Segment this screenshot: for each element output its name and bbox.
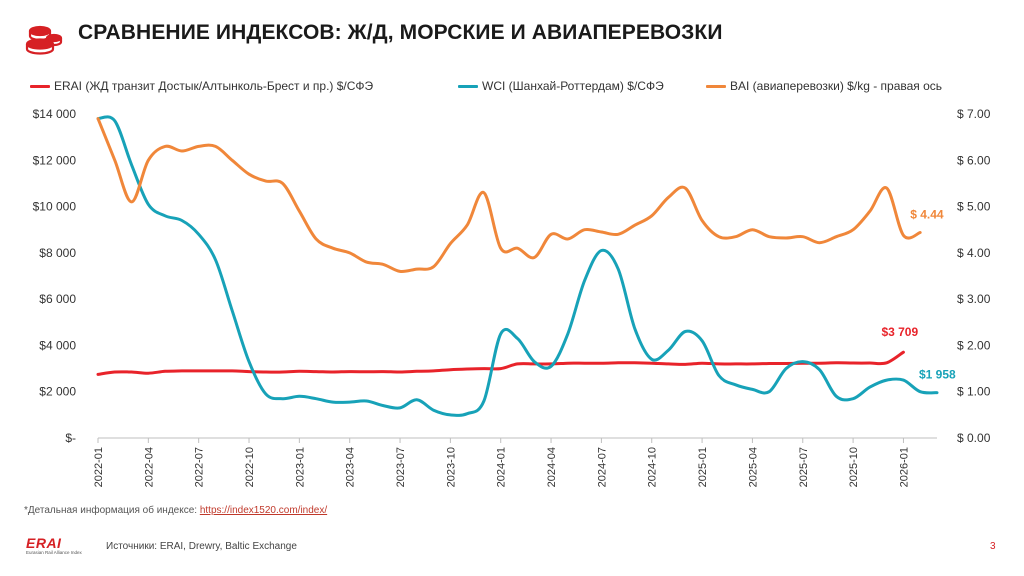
x-tick-label: 2023-10 (445, 447, 457, 487)
x-tick-label: 2022-07 (194, 447, 206, 487)
x-tick-label: 2023-07 (395, 447, 407, 487)
brand-logo: ERAI Eurasian Rail Alliance Index (26, 536, 82, 556)
chart-axes: $- $2 000 $4 000 $6 000 $8 000 $10 000 $12 000… (33, 107, 991, 487)
x-tick-label: 2022-04 (143, 447, 155, 487)
y-right-tick-label: $ 0.00 (957, 431, 991, 445)
end-label-wci: $1 958 (919, 368, 956, 382)
x-tick-label: 2023-04 (345, 447, 357, 487)
legend-label-bai: BAI (авиаперевозки) $/kg - правая ось (730, 79, 943, 93)
series-line-erai (96, 350, 905, 376)
y-right-tick-label: $ 3.00 (957, 292, 991, 306)
x-tick-label: 2022-10 (244, 447, 256, 487)
chart-series (96, 115, 939, 417)
x-tick-label: 2024-04 (546, 447, 558, 487)
footnote-text: *Детальная информация об индексе: (24, 505, 200, 516)
x-tick-label: 2025-10 (848, 447, 860, 487)
x-tick-label: 2024-10 (647, 447, 659, 487)
y-right-tick-label: $ 4.00 (957, 246, 991, 260)
x-tick-label: 2025-01 (697, 447, 709, 487)
y-left-tick-label: $4 000 (39, 338, 76, 352)
legend-item-erai: ERAI (ЖД транзит Достык/Алтынколь-Брест … (30, 79, 373, 93)
y-right-tick-label: $ 1.00 (957, 385, 991, 399)
legend-swatch-wci (458, 84, 478, 88)
x-tick-label: 2024-07 (596, 447, 608, 487)
x-tick-label: 2025-07 (798, 447, 810, 487)
y-left-tick-label: $6 000 (39, 292, 76, 306)
x-tick-label: 2025-04 (747, 447, 759, 487)
legend-label-wci: WCI (Шанхай-Роттердам) $/СФЭ (482, 79, 664, 93)
legend-swatch-bai (706, 84, 726, 88)
x-tick-label: 2023-01 (294, 447, 306, 487)
page-number: 3 (990, 541, 996, 552)
series-line-bai (96, 117, 922, 274)
y-left-tick-label: $- (65, 431, 76, 445)
end-label-erai: $3 709 (881, 325, 918, 339)
y-right-tick-label: $ 7.00 (957, 107, 991, 121)
x-tick-label: 2024-01 (496, 447, 508, 487)
sources-text: Источники: ERAI, Drewry, Baltic Exchange (106, 541, 297, 552)
x-tick-label: 2026-01 (898, 447, 910, 487)
y-right-tick-label: $ 2.00 (957, 338, 991, 352)
series-line-wci (96, 115, 939, 417)
y-left-tick-label: $12 000 (33, 153, 77, 167)
coin-stack-icon (25, 25, 63, 55)
y-left-tick-label: $8 000 (39, 246, 76, 260)
x-tick-label: 2022-01 (93, 447, 105, 487)
y-left-tick-label: $2 000 (39, 385, 76, 399)
brand-name: ERAI (26, 535, 62, 551)
page-title: СРАВНЕНИЕ ИНДЕКСОВ: Ж/Д, МОРСКИЕ И АВИАП… (78, 21, 723, 44)
footnote-link[interactable]: https://index1520.com/index/ (199, 505, 328, 516)
y-left-tick-label: $10 000 (33, 200, 77, 214)
line-chart: $- $2 000 $4 000 $6 000 $8 000 $10 000 $12 000… (33, 107, 991, 487)
legend-label-erai: ERAI (ЖД транзит Достык/Алтынколь-Брест … (54, 79, 374, 93)
y-right-tick-label: $ 5.00 (957, 200, 991, 214)
footnote: *Детальная информация об индексе: https:… (24, 505, 327, 516)
end-label-bai: $ 4.44 (910, 207, 944, 221)
chart-legend: ERAI (ЖД транзит Достык/Алтынколь-Брест … (30, 79, 1000, 97)
legend-swatch-erai (30, 84, 50, 88)
legend-item-wci: WCI (Шанхай-Роттердам) $/СФЭ (458, 79, 664, 93)
chart-end-labels: $3 709 $1 958 $ 4.44 (881, 207, 956, 381)
y-left-tick-label: $14 000 (33, 107, 77, 121)
brand-subtitle: Eurasian Rail Alliance Index (26, 550, 82, 555)
y-right-tick-label: $ 6.00 (957, 153, 991, 167)
legend-item-bai: BAI (авиаперевозки) $/kg - правая ось (706, 79, 942, 93)
